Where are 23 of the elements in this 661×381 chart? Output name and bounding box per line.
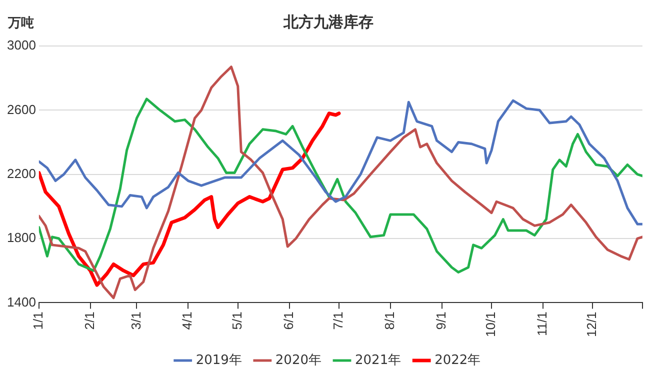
x-tick-label: 12/1 [584, 312, 600, 338]
x-tick-label: 6/1 [280, 312, 296, 330]
legend-label: 2022年 [434, 352, 481, 368]
x-tick-label: 5/1 [229, 312, 244, 330]
y-axis-title: 万吨 [8, 15, 34, 32]
x-tick-label: 9/1 [433, 312, 448, 330]
x-tick-label: 1/1 [30, 312, 46, 330]
y-tick-label: 3000 [7, 38, 36, 53]
chart-title: 北方九港库存 [282, 12, 374, 31]
y-tick-label: 2200 [7, 166, 36, 181]
x-tick-label: 3/1 [128, 312, 144, 330]
x-tick-label: 8/1 [382, 312, 397, 330]
x-tick-label: 4/1 [180, 312, 195, 330]
y-tick-label: 1400 [7, 294, 36, 310]
legend-label: 2021年 [355, 352, 402, 368]
x-tick-label: 2/1 [82, 312, 97, 330]
y-tick-label: 2600 [7, 102, 36, 117]
y-tick-label: 1800 [7, 230, 36, 246]
x-tick-label: 11/1 [534, 312, 550, 336]
x-tick-label: 7/1 [330, 312, 346, 330]
x-tick-label: 10/1 [483, 312, 498, 338]
legend-label: 2019年 [196, 352, 242, 368]
legend-label: 2020年 [275, 352, 322, 368]
